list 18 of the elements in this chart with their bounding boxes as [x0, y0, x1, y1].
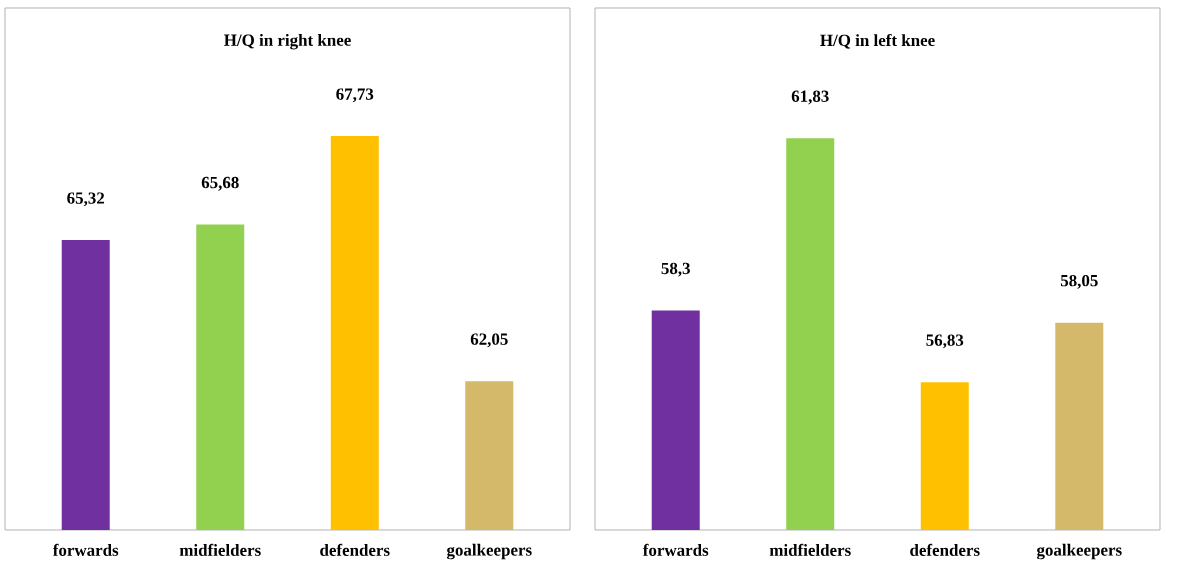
x-tick-label: goalkeepers [1036, 543, 1122, 560]
x-tick-label: defenders [910, 543, 980, 556]
data-label: 58,3 [661, 262, 690, 277]
x-tick-label: midfielders [769, 543, 851, 556]
data-label: 65,68 [201, 176, 239, 191]
x-tick-label: midfielders [179, 543, 261, 556]
data-label: 56,83 [926, 334, 964, 349]
data-label: 65,32 [67, 192, 105, 207]
data-label: 61,83 [791, 90, 829, 105]
x-tick-label: goalkeepers [446, 543, 532, 560]
data-label: 58,05 [1060, 274, 1098, 289]
text: H/Q in left knee [820, 33, 935, 49]
x-tick-label: forwards [642, 543, 709, 556]
data-label: 67,73 [336, 88, 374, 103]
x-tick-label: defenders [320, 543, 390, 556]
text: H/Q in right knee [224, 33, 351, 50]
data-label: 62,05 [470, 333, 508, 348]
x-tick-label: forwards [52, 543, 119, 556]
